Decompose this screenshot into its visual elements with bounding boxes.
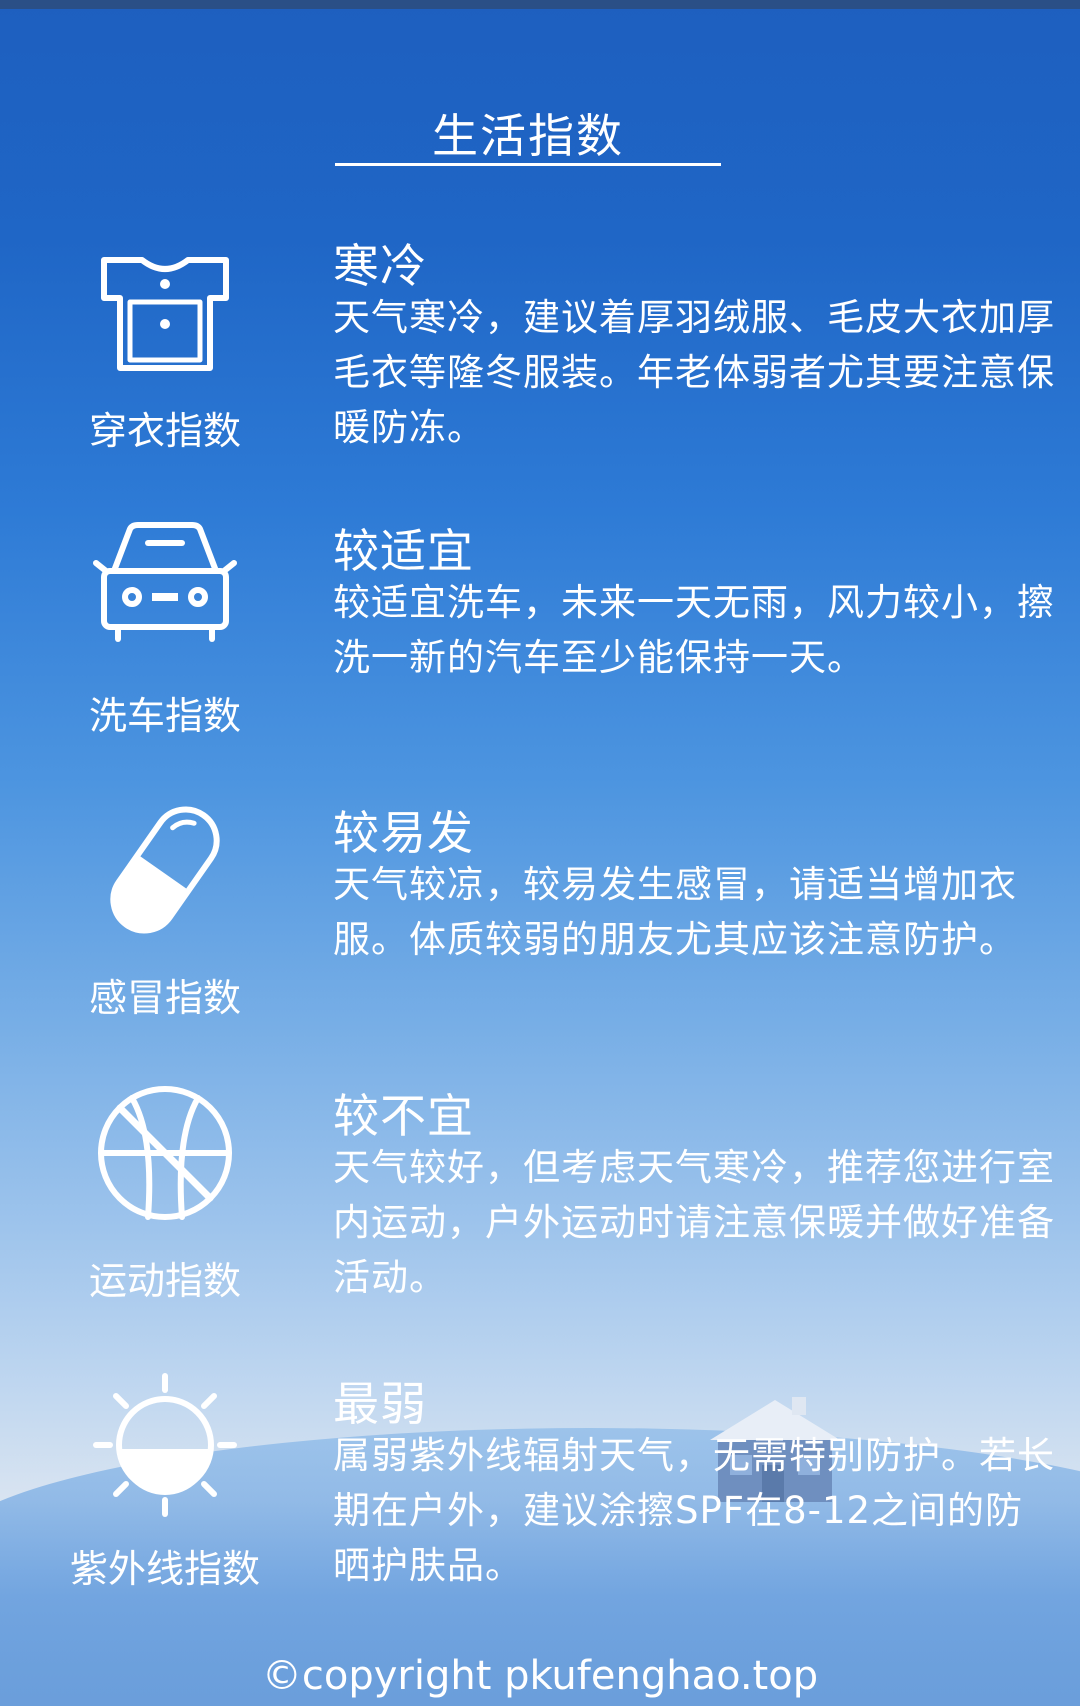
clothing-index-label: 穿衣指数: [88, 409, 241, 453]
pill-icon: [92, 797, 238, 943]
carwash-index-label: 洗车指数: [88, 694, 241, 738]
car-icon: [92, 515, 238, 661]
title-underline: [335, 163, 721, 166]
cold-level: 较易发: [333, 806, 474, 860]
carwash-description: 较适宜洗车，未来一天无雨，风力较小，擦洗一新的汽车至少能保持一天。: [333, 581, 1055, 679]
top-status-strip: [0, 0, 1080, 9]
sports-level: 较不宜: [333, 1089, 474, 1143]
clothing-description: 天气寒冷，建议着厚羽绒服、毛皮大衣加厚毛衣等隆冬服装。年老体弱者尤其要注意保暖防…: [333, 296, 1055, 449]
sports-description: 天气较好，但考虑天气寒冷，推荐您进行室内运动，户外运动时请注意保暖并做好准备活动…: [333, 1146, 1055, 1299]
copyright-footer: ©copyright pkufenghao.top: [261, 1653, 819, 1699]
carwash-level: 较适宜: [333, 524, 474, 578]
uv-description: 属弱紫外线辐射天气，无需特别防护。若长期在户外，建议涂擦SPF在8-12之间的防…: [333, 1434, 1055, 1587]
uv-index-label: 紫外线指数: [69, 1547, 260, 1591]
page-title: 生活指数: [432, 109, 624, 163]
house-illustration: [710, 1397, 840, 1502]
uv-level: 最弱: [333, 1377, 427, 1431]
sun-icon: [92, 1372, 238, 1518]
basketball-icon: [92, 1080, 238, 1226]
cold-index-label: 感冒指数: [88, 976, 241, 1020]
clothing-level: 寒冷: [333, 239, 427, 293]
cold-description: 天气较凉，较易发生感冒，请适当增加衣服。体质较弱的朋友尤其应该注意防护。: [333, 863, 1017, 961]
sports-index-label: 运动指数: [88, 1259, 241, 1303]
shirt-icon: [92, 240, 238, 386]
